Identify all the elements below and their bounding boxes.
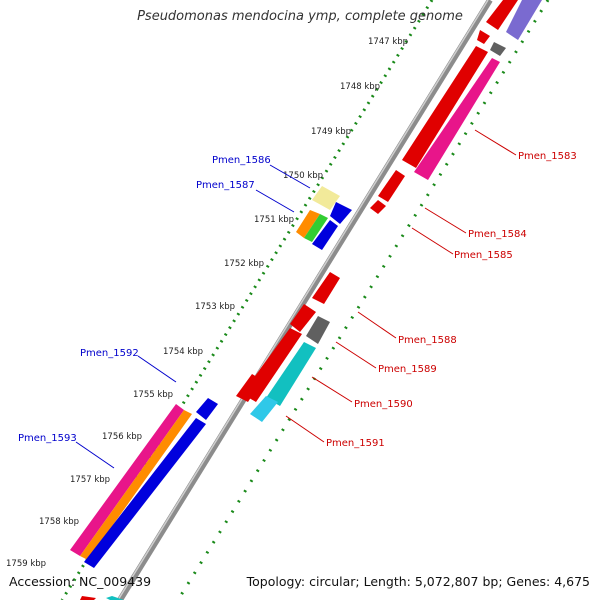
tick-label: 1759 kbp	[6, 559, 46, 569]
gene-feature[interactable]	[290, 304, 316, 332]
gene-feature[interactable]	[304, 214, 328, 242]
tick-label: 1753 kbp	[195, 302, 235, 312]
genome-summary-text: Topology: circular; Length: 5,072,807 bp…	[246, 574, 590, 589]
gene-feature[interactable]	[306, 316, 330, 344]
gene-feature[interactable]	[477, 30, 490, 44]
gene-feature[interactable]	[506, 0, 542, 40]
gene-label-pmen-1588[interactable]: Pmen_1588	[398, 335, 457, 346]
gene-feature[interactable]	[378, 170, 405, 202]
gene-label-pmen-1583[interactable]: Pmen_1583	[518, 151, 577, 162]
gene-label-pmen-1590[interactable]: Pmen_1590	[354, 399, 413, 410]
gene-label-pmen-1591[interactable]: Pmen_1591	[326, 438, 385, 449]
tick-label: 1756 kbp	[102, 432, 142, 442]
reverse-leaders	[285, 129, 517, 443]
tick-label: 1757 kbp	[70, 475, 110, 485]
tick-track-left	[60, 0, 434, 601]
gene-label-pmen-1584[interactable]: Pmen_1584	[468, 229, 527, 240]
gene-feature[interactable]	[80, 410, 192, 560]
gene-label-pmen-1593[interactable]: Pmen_1593	[18, 433, 77, 444]
tick-label: 1752 kbp	[224, 259, 264, 269]
gene-feature[interactable]	[266, 342, 316, 406]
tick-label: 1750 kbp	[283, 171, 323, 181]
gene-label-pmen-1592[interactable]: Pmen_1592	[80, 348, 139, 359]
gene-feature[interactable]	[312, 220, 338, 250]
gene-label-pmen-1586[interactable]: Pmen_1586	[212, 155, 271, 166]
forward-leaders	[75, 164, 311, 469]
gene-feature[interactable]	[490, 42, 506, 56]
gene-feature[interactable]	[70, 404, 184, 556]
tick-label: 1747 kbp	[368, 37, 408, 47]
gene-feature[interactable]	[312, 272, 340, 304]
gene-feature[interactable]	[296, 210, 320, 238]
forward-genes	[70, 186, 352, 568]
tick-label: 1749 kbp	[311, 127, 351, 137]
gene-feature[interactable]	[402, 46, 488, 168]
genome-title: Pseudomonas mendocina ymp, complete geno…	[137, 9, 463, 24]
gene-feature[interactable]	[312, 186, 340, 210]
tick-label: 1758 kbp	[39, 517, 79, 527]
tick-label: 1755 kbp	[133, 390, 173, 400]
gene-feature[interactable]	[196, 398, 218, 420]
accession-text: Accession: NC_009439	[9, 574, 152, 589]
gene-feature[interactable]	[80, 596, 96, 600]
gene-feature[interactable]	[370, 200, 386, 214]
gene-feature[interactable]	[414, 58, 500, 180]
gene-label-pmen-1587[interactable]: Pmen_1587	[196, 180, 255, 191]
gene-feature[interactable]	[236, 374, 262, 402]
gene-label-pmen-1585[interactable]: Pmen_1585	[454, 250, 513, 261]
gene-feature[interactable]	[106, 596, 124, 600]
tick-label: 1751 kbp	[254, 215, 294, 225]
tick-label: 1754 kbp	[163, 347, 203, 357]
gene-feature[interactable]	[250, 396, 278, 422]
gene-feature[interactable]	[84, 418, 206, 568]
gene-label-pmen-1589[interactable]: Pmen_1589	[378, 364, 437, 375]
genome-backbone	[117, 0, 493, 602]
tick-label: 1748 kbp	[340, 82, 380, 92]
gene-feature[interactable]	[486, 0, 518, 30]
gene-feature[interactable]	[330, 202, 352, 224]
reverse-genes	[80, 0, 542, 600]
tick-labels: 1747 kbp 1748 kbp 1749 kbp 1750 kbp 1751…	[6, 37, 408, 569]
